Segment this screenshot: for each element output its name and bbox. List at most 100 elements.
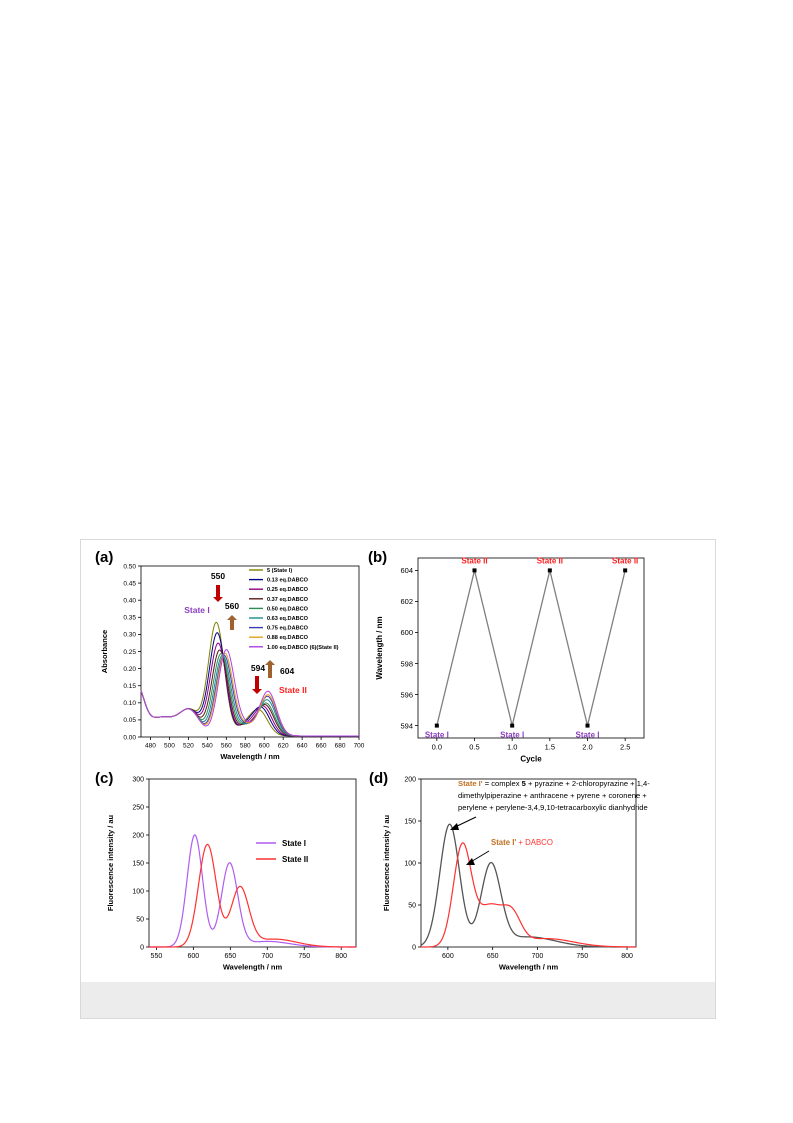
a-xtick-label: 520	[183, 743, 194, 750]
b-point-label: State I	[500, 731, 524, 740]
b-data-point	[585, 723, 590, 728]
d-annotation-arrow-2-head	[466, 858, 475, 865]
a-annotation-594: 594	[251, 663, 265, 673]
d-ytick-label: 50	[408, 903, 416, 910]
a-legend-label: 5 (State I)	[267, 568, 292, 574]
a-ytick-label: 0.00	[123, 734, 136, 741]
a-legend-label: 1.00 eq.DABCO (6)(State II)	[267, 645, 339, 651]
a-annotation-560: 560	[225, 601, 239, 611]
a-arrow-down-550-shaft	[216, 585, 220, 597]
chart-a: 480 500 520 540 560 580 600 620 640 660 680 700 0.00…	[100, 563, 365, 761]
a-ytick-label: 0.25	[123, 649, 136, 656]
c-xtick-label: 700	[261, 953, 273, 960]
panel-label-b: (b)	[368, 549, 387, 566]
d-annotation-line-2: dimethylpiperazine + anthracene + pyrene…	[458, 791, 647, 800]
b-xtick-label: 0.0	[432, 743, 442, 752]
figure-footer	[81, 982, 715, 1018]
c-ylabel: Fluorescence intensity / au	[106, 814, 115, 911]
c-series-line	[149, 834, 356, 948]
b-ytick-label: 604	[400, 566, 413, 575]
d-ytick-label: 0	[412, 945, 416, 952]
b-ytick-label: 600	[400, 628, 413, 637]
a-xtick-label: 560	[221, 743, 232, 750]
c-xtick-label: 600	[188, 953, 200, 960]
b-xlabel: Cycle	[520, 755, 542, 764]
b-data-point	[434, 723, 439, 728]
a-xtick-label: 480	[145, 743, 156, 750]
d-annotation-dabco-prefix: State I'	[491, 838, 516, 847]
b-series-line	[436, 570, 626, 726]
b-xtick-label: 1.0	[507, 743, 517, 752]
b-xtick-label: 1.5	[545, 743, 555, 752]
b-plot-frame	[417, 557, 645, 739]
a-legend-label: 0.75 eq.DABCO	[267, 626, 309, 632]
c-xtick-label: 550	[151, 953, 163, 960]
d-ytick-label: 100	[404, 861, 416, 868]
b-ytick-label: 596	[400, 690, 413, 699]
a-xtick-label: 700	[354, 743, 365, 750]
a-series-line	[140, 649, 359, 737]
d-xlabel: Wavelength / nm	[499, 963, 559, 972]
a-ytick-label: 0.05	[123, 717, 136, 724]
c-xlabel: Wavelength / nm	[223, 963, 283, 972]
c-legend-label: State I	[282, 839, 306, 848]
a-legend-label: 0.37 eq.DABCO	[267, 597, 309, 603]
panel-label-c: (c)	[95, 770, 113, 787]
d-annotation-arrow-1-head	[450, 823, 459, 830]
a-annotation-state-i: State I	[184, 605, 210, 615]
c-ytick-label: 150	[132, 861, 144, 868]
b-point-label: State II	[537, 556, 563, 565]
b-ytick-label: 598	[400, 659, 413, 668]
b-data-point	[623, 568, 628, 573]
d-xtick-label: 750	[576, 953, 588, 960]
b-point-label: State I	[575, 731, 599, 740]
chart-b: 0.0 0.5 1.0 1.5 2.0 2.5 594 596 598 600 602 604 Cycl…	[375, 556, 645, 764]
b-point-label: State II	[461, 556, 487, 565]
a-annotation-550: 550	[211, 571, 225, 581]
a-ytick-label: 0.50	[123, 563, 136, 570]
a-ytick-label: 0.20	[123, 666, 136, 673]
b-xtick-label: 0.5	[469, 743, 479, 752]
d-annotation-line-1: State I' = complex 5 + pyrazine + 2-chlo…	[458, 779, 650, 788]
figure-frame: (a) (b) (c) (d) 480 500 520 540 560 580 600 620…	[80, 539, 716, 1019]
a-ytick-label: 0.30	[123, 632, 136, 639]
a-ylabel: Absorbance	[100, 630, 109, 673]
b-data-point	[472, 568, 477, 573]
b-xtick-label: 2.0	[582, 743, 592, 752]
d-xtick-label: 650	[487, 953, 499, 960]
chart-d: 600 650 700 750 800 0 50 100 150 200 Wavelength / …	[382, 777, 650, 972]
b-ytick-label: 602	[400, 597, 413, 606]
a-ytick-label: 0.15	[123, 683, 136, 690]
b-ytick-label: 594	[400, 721, 413, 730]
d-series-line	[420, 823, 636, 948]
a-arrow-up-560	[227, 615, 237, 620]
a-annotation-state-ii: State II	[279, 685, 307, 695]
a-ytick-label: 0.10	[123, 700, 136, 707]
d-ylabel: Fluorescence intensity / au	[382, 814, 391, 911]
a-legend-label: 0.50 eq.DABCO	[267, 606, 309, 612]
a-annotation-604: 604	[280, 666, 294, 676]
a-xtick-label: 640	[297, 743, 308, 750]
d-xtick-label: 600	[442, 953, 454, 960]
d-annotation-line-3: perylene + perylene-3,4,9,10-tetracarbox…	[458, 803, 648, 812]
a-xtick-label: 600	[259, 743, 270, 750]
figure-svg: (a) (b) (c) (d) 480 500 520 540 560 580 600 620…	[95, 549, 650, 972]
a-arrow-down-594	[252, 689, 262, 694]
c-xtick-label: 650	[224, 953, 236, 960]
b-point-label: State I	[425, 731, 449, 740]
panel-label-d: (d)	[369, 770, 388, 787]
c-legend-label: State II	[282, 855, 308, 864]
b-point-label: State II	[612, 556, 638, 565]
d-annotation-text: = complex	[483, 779, 522, 788]
a-legend-label: 0.88 eq.DABCO	[267, 635, 309, 641]
a-xtick-label: 680	[335, 743, 346, 750]
panel-label-a: (a)	[95, 549, 113, 566]
c-ytick-label: 200	[132, 833, 144, 840]
b-data-point	[547, 568, 552, 573]
chart-c: 550 600 650 700 750 800 0 50 100 150 200 250 300 Wave…	[106, 777, 357, 972]
a-arrow-down-594-shaft	[255, 676, 259, 689]
a-ytick-label: 0.35	[123, 615, 136, 622]
d-annotation-complex-number: 5	[522, 779, 527, 788]
c-ytick-label: 250	[132, 805, 144, 812]
a-xtick-label: 620	[278, 743, 289, 750]
